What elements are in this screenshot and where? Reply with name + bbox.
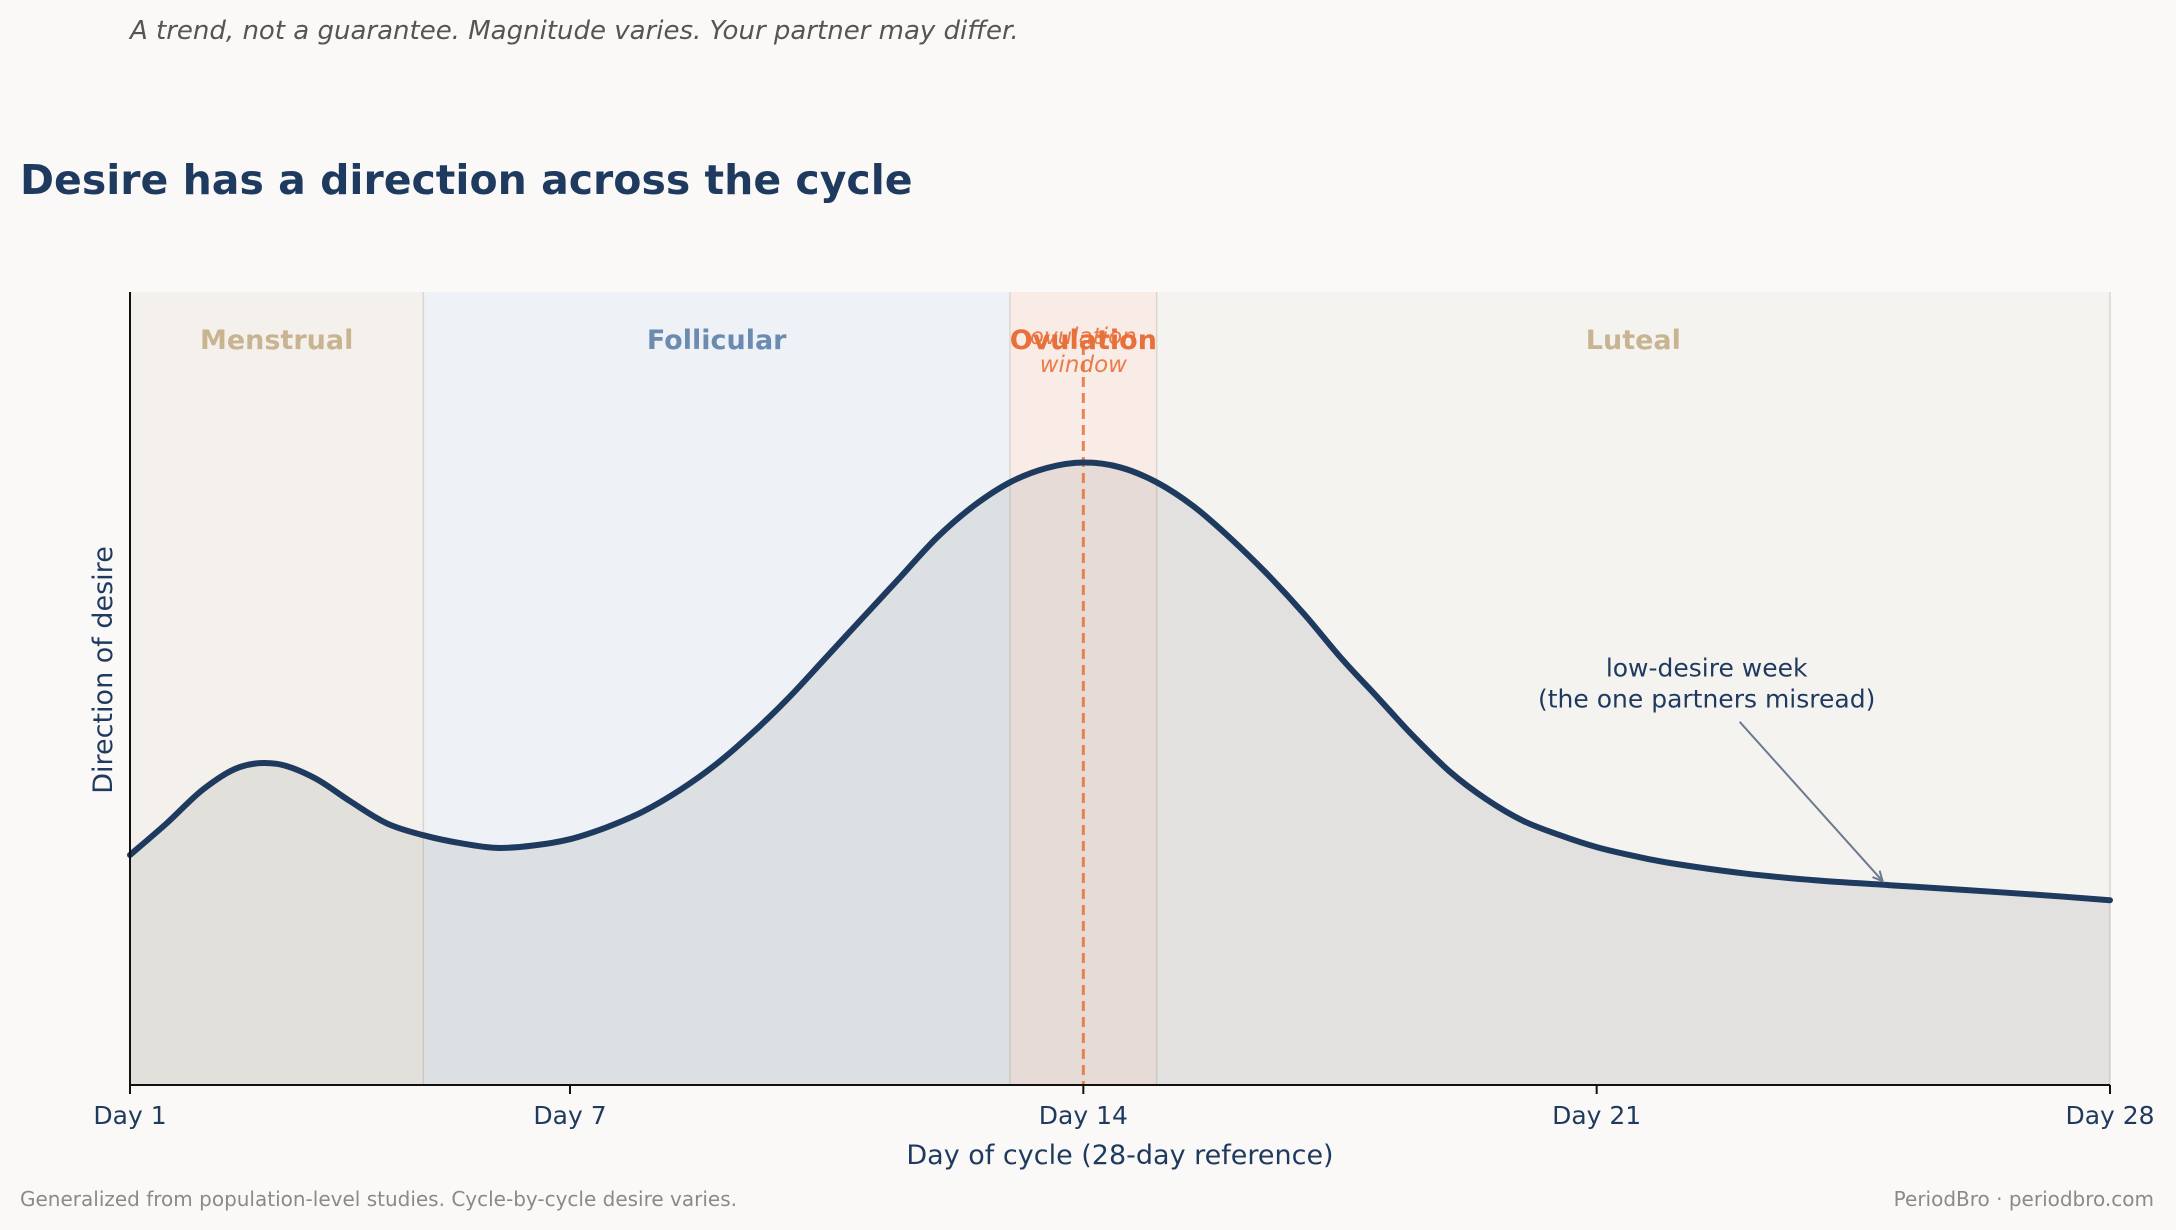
phase-label-ovulation: Ovulation [1010,325,1157,356]
x-tick-label: Day 21 [1552,1101,1641,1130]
annotation-text: (the one partners misread) [1538,685,1875,714]
x-tick-label: Day 14 [1039,1101,1128,1130]
footer-brand: PeriodBro · periodbro.com [1894,1187,2154,1211]
x-tick-label: Day 1 [93,1101,166,1130]
x-axis-label: Day of cycle (28-day reference) [906,1140,1333,1171]
phase-band-luteal [1156,292,2110,1085]
phase-band-follicular [423,292,1010,1085]
annotation-arrowhead [1872,870,1885,883]
chart-title: Desire has a direction across the cycle [20,156,913,204]
annotation-arrow [1738,721,1884,882]
x-tick-label: Day 7 [533,1101,606,1130]
footer-note: Generalized from population-level studie… [20,1187,737,1211]
phase-band-menstrual [130,292,424,1085]
x-tick-label: Day 28 [2065,1101,2154,1130]
phase-label-luteal: Luteal [1586,325,1681,356]
desire-line [127,459,2113,904]
phase-label-menstrual: Menstrual [200,325,353,356]
phase-label-follicular: Follicular [647,325,787,356]
desire-area-fill [130,462,2110,1085]
annotation-text: low-desire week [1606,654,1808,683]
y-axis-label: Direction of desire [88,546,119,794]
chart-subtitle: A trend, not a guarantee. Magnitude vari… [128,16,1019,46]
ovulation-window-label: window [1040,352,1127,378]
ovulation-window-label: ovulation [1030,324,1137,350]
